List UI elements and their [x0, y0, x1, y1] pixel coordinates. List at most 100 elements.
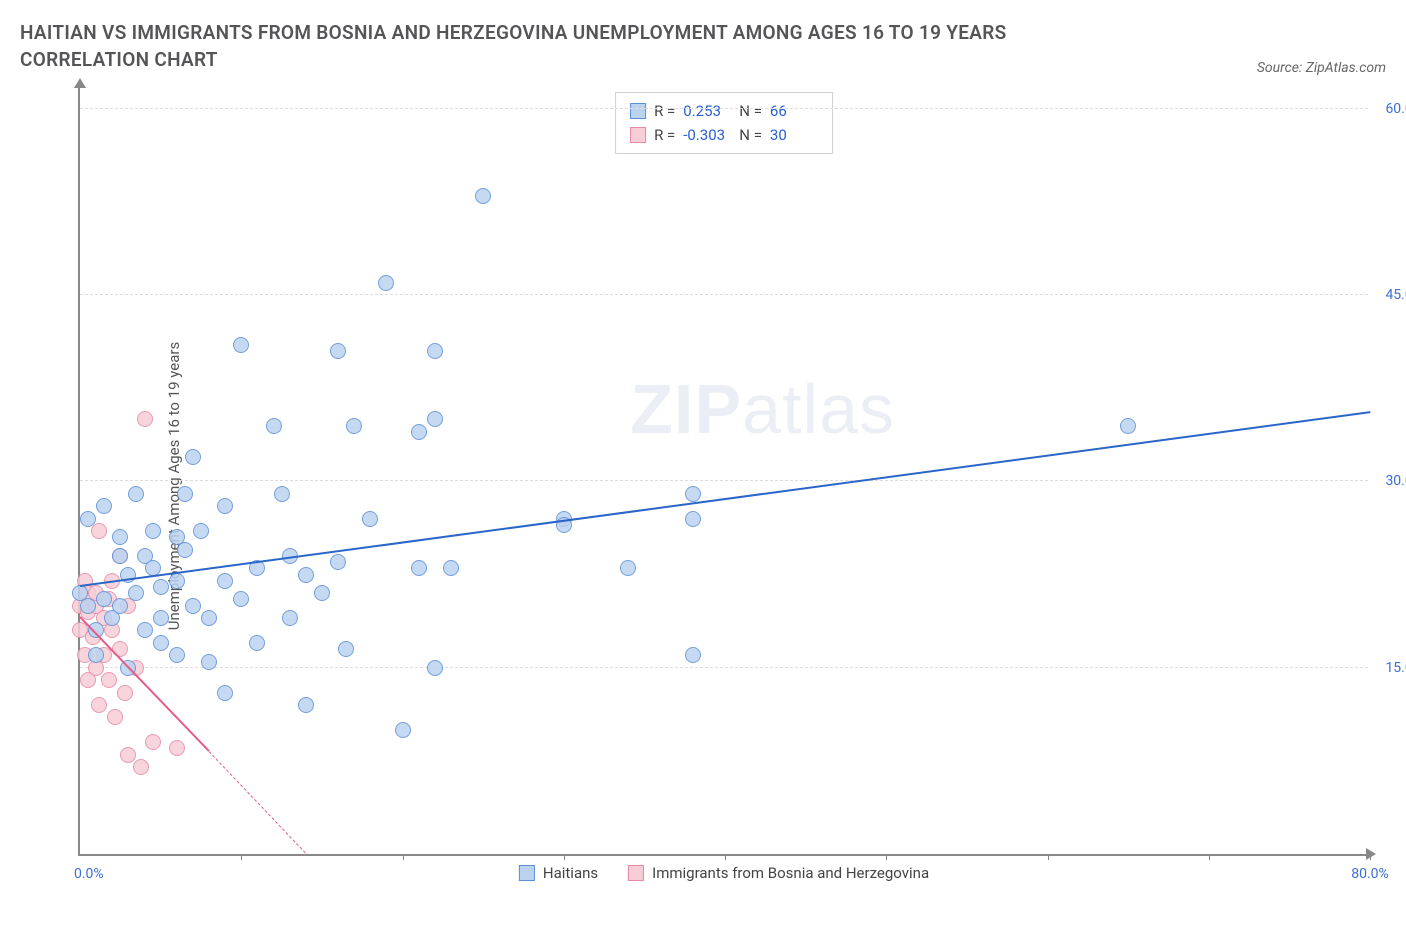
haitians-point	[362, 511, 378, 527]
gridline	[80, 480, 1368, 481]
haitians-point	[411, 424, 427, 440]
bosnia-point	[91, 697, 107, 713]
haitians-point	[128, 486, 144, 502]
bosnia-point	[91, 523, 107, 539]
trend-line-haitians	[80, 411, 1370, 587]
haitians-point	[153, 635, 169, 651]
haitians-point	[274, 486, 290, 502]
haitians-point	[96, 498, 112, 514]
stats-row-haitians: R = 0.253 N = 66	[630, 99, 818, 123]
y-tick-label: 30.0%	[1385, 473, 1406, 489]
haitians-point	[80, 511, 96, 527]
haitians-point	[314, 585, 330, 601]
x-tick	[241, 854, 242, 860]
haitians-point	[298, 697, 314, 713]
haitians-point	[185, 449, 201, 465]
haitians-point	[177, 542, 193, 558]
r-value-haitians: 0.253	[683, 99, 731, 123]
haitians-point	[330, 343, 346, 359]
gridline	[80, 108, 1368, 109]
haitians-point	[169, 573, 185, 589]
haitians-point	[201, 610, 217, 626]
haitians-point	[233, 591, 249, 607]
haitians-point	[1120, 418, 1136, 434]
haitians-point	[338, 641, 354, 657]
haitians-point	[427, 411, 443, 427]
haitians-point	[395, 722, 411, 738]
haitians-point	[685, 511, 701, 527]
haitians-point	[128, 585, 144, 601]
haitians-point	[249, 635, 265, 651]
haitians-point	[169, 647, 185, 663]
watermark: ZIPatlas	[630, 369, 895, 449]
n-value-bosnia: 30	[770, 123, 818, 147]
x-tick	[886, 854, 887, 860]
haitians-point	[217, 685, 233, 701]
haitians-point	[266, 418, 282, 434]
haitians-point	[96, 591, 112, 607]
haitians-point	[217, 573, 233, 589]
legend-item-haitians: Haitians	[519, 864, 598, 882]
n-label: N =	[739, 123, 762, 147]
haitians-point	[145, 523, 161, 539]
haitians-point	[346, 418, 362, 434]
gridline	[80, 667, 1368, 668]
x-tick	[403, 854, 404, 860]
stats-legend: R = 0.253 N = 66 R = -0.303 N = 30	[615, 92, 833, 154]
haitians-point	[298, 567, 314, 583]
haitians-point	[80, 598, 96, 614]
bosnia-point	[137, 411, 153, 427]
haitians-point	[112, 529, 128, 545]
x-tick-label: 80.0%	[1351, 866, 1389, 882]
swatch-bosnia-icon	[630, 127, 646, 143]
x-tick	[564, 854, 565, 860]
x-tick	[725, 854, 726, 860]
haitians-point	[193, 523, 209, 539]
legend-label-haitians: Haitians	[543, 864, 598, 882]
n-value-haitians: 66	[770, 99, 818, 123]
bosnia-point	[145, 734, 161, 750]
watermark-bold: ZIP	[630, 370, 742, 448]
haitians-point	[685, 647, 701, 663]
haitians-point	[443, 560, 459, 576]
chart-title: HAITIAN VS IMMIGRANTS FROM BOSNIA AND HE…	[20, 20, 1120, 73]
axis-arrow-right-icon	[1366, 848, 1376, 860]
x-tick	[1209, 854, 1210, 860]
haitians-point	[88, 647, 104, 663]
haitians-point	[475, 188, 491, 204]
bosnia-point	[117, 685, 133, 701]
haitians-point	[177, 486, 193, 502]
bosnia-point	[169, 740, 185, 756]
haitians-point	[330, 554, 346, 570]
haitians-point	[620, 560, 636, 576]
axis-arrow-up-icon	[74, 78, 86, 88]
origin-label: 0.0%	[74, 866, 104, 882]
trend-line-bosnia-dashed	[209, 751, 306, 854]
bosnia-point	[101, 672, 117, 688]
x-tick	[1370, 854, 1371, 860]
bosnia-point	[120, 747, 136, 763]
haitians-point	[153, 579, 169, 595]
haitians-point	[137, 622, 153, 638]
r-label: R =	[654, 123, 675, 147]
haitians-point	[185, 598, 201, 614]
r-value-bosnia: -0.303	[683, 123, 731, 147]
y-tick-label: 15.0%	[1385, 660, 1406, 676]
x-tick	[1048, 854, 1049, 860]
legend-label-bosnia: Immigrants from Bosnia and Herzegovina	[652, 864, 929, 882]
bottom-legend: Haitians Immigrants from Bosnia and Herz…	[519, 864, 929, 882]
stats-row-bosnia: R = -0.303 N = 30	[630, 123, 818, 147]
haitians-point	[233, 337, 249, 353]
haitians-point	[153, 610, 169, 626]
haitians-point	[201, 654, 217, 670]
haitians-point	[427, 343, 443, 359]
swatch-bosnia-icon	[628, 865, 644, 881]
haitians-point	[112, 548, 128, 564]
bosnia-point	[107, 709, 123, 725]
haitians-point	[282, 610, 298, 626]
legend-item-bosnia: Immigrants from Bosnia and Herzegovina	[628, 864, 929, 882]
haitians-point	[427, 660, 443, 676]
swatch-haitians-icon	[519, 865, 535, 881]
bosnia-point	[133, 759, 149, 775]
watermark-light: atlas	[742, 370, 895, 448]
